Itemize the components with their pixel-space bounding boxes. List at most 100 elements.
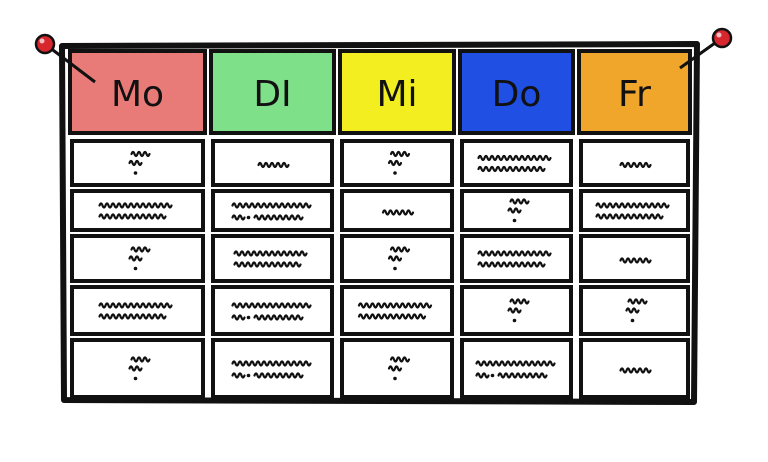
schedule-cell[interactable] <box>460 189 573 232</box>
cell-box <box>460 234 573 283</box>
scribble-line <box>231 302 312 309</box>
scribble-line <box>509 298 530 305</box>
scribble-line <box>389 246 411 253</box>
scribble-line <box>387 159 403 167</box>
scribble-dot <box>133 171 138 175</box>
scribble-line <box>509 198 530 205</box>
day-header-fill <box>338 49 456 135</box>
schedule-cell[interactable] <box>340 285 454 336</box>
schedule-cell[interactable] <box>340 234 454 283</box>
cell-box <box>211 285 334 336</box>
scribble-line <box>231 372 246 379</box>
cell-box <box>460 189 573 232</box>
scribble-line <box>98 202 173 209</box>
cell-box <box>211 338 334 399</box>
schedule-cell[interactable] <box>70 139 205 187</box>
schedule-cell[interactable] <box>70 234 205 283</box>
scribble-line <box>595 202 670 209</box>
cell-box <box>70 285 205 336</box>
scribble-line <box>253 214 304 221</box>
scribble-line <box>625 307 640 314</box>
scribble-line <box>231 214 246 221</box>
pushpin-icon <box>679 27 733 70</box>
scribble-dot <box>246 215 251 220</box>
cell-box <box>340 338 454 399</box>
schedule-cell[interactable] <box>579 285 690 336</box>
cell-box <box>340 189 454 232</box>
scribble-line <box>130 246 151 253</box>
schedule-cell[interactable] <box>211 285 334 336</box>
schedule-cell[interactable] <box>460 234 573 283</box>
scribble-line <box>387 365 403 372</box>
scribble-line <box>128 159 143 167</box>
scribble-dot <box>393 171 397 175</box>
scribble-line <box>253 372 304 379</box>
schedule-cell[interactable] <box>460 139 573 187</box>
scribble-line <box>389 356 411 363</box>
schedule-cell[interactable] <box>579 139 690 187</box>
schedule-cell[interactable] <box>579 189 690 232</box>
cell-box <box>70 189 205 232</box>
scribble-line <box>130 150 151 158</box>
scribble-line <box>619 367 652 374</box>
schedule-cell[interactable] <box>70 189 205 232</box>
scribble-line <box>497 372 548 379</box>
cell-box <box>70 234 205 283</box>
scribble-dot <box>133 376 138 381</box>
day-label: Do <box>492 74 542 115</box>
schedule-cell[interactable] <box>211 189 334 232</box>
schedule-cell[interactable] <box>579 338 690 399</box>
scribble-line <box>98 313 167 320</box>
day-header-mo: Mo <box>68 49 207 135</box>
scribble-dot <box>393 376 397 381</box>
day-header-fill <box>577 49 692 135</box>
day-label: Mo <box>111 74 164 115</box>
scribble-line <box>627 298 648 305</box>
scribble-dot <box>512 318 517 323</box>
scribble-line <box>357 313 427 320</box>
cell-box <box>70 338 205 399</box>
scribble-line <box>507 207 522 214</box>
schedule-cell[interactable] <box>211 338 334 399</box>
scribble-dot <box>512 218 517 223</box>
schedule-cell[interactable] <box>211 234 334 283</box>
scribble-line <box>231 360 312 367</box>
cell-box <box>460 338 573 399</box>
schedule-cell[interactable] <box>579 234 690 283</box>
scribble-line <box>389 150 411 158</box>
scribble-line <box>477 165 546 173</box>
schedule-cell[interactable] <box>70 338 205 399</box>
scribble-dot <box>246 315 251 320</box>
cell-box <box>579 189 690 232</box>
scribble-line <box>128 255 143 262</box>
schedule-cell[interactable] <box>340 189 454 232</box>
day-header-fill <box>458 49 575 135</box>
schedule-cell[interactable] <box>340 139 454 187</box>
scribble-line <box>231 202 312 209</box>
scribble-line <box>128 365 143 372</box>
scribble-line <box>233 261 302 268</box>
schedule-cell[interactable] <box>70 285 205 336</box>
pushpin-icon <box>34 33 96 84</box>
scribble-line <box>130 356 151 363</box>
scribble-line <box>253 314 304 321</box>
scribble-line <box>475 360 556 367</box>
scribble-line <box>477 261 546 268</box>
schedule-cell[interactable] <box>340 338 454 399</box>
day-header-mi: Mi <box>338 49 456 135</box>
scribble-line <box>595 213 664 220</box>
scribble-line <box>257 161 290 169</box>
schedule-cell[interactable] <box>460 338 573 399</box>
scribble-line <box>357 302 433 309</box>
schedule-cell[interactable] <box>460 285 573 336</box>
scribble-line <box>477 154 552 162</box>
scribble-line <box>233 250 308 257</box>
scribble-line <box>98 302 173 309</box>
schedule-cell[interactable] <box>211 139 334 187</box>
scribble-line <box>231 314 246 321</box>
cell-box <box>579 234 690 283</box>
day-header-fill <box>68 49 207 135</box>
day-header-di: DI <box>209 49 336 135</box>
scribble-line <box>619 161 652 169</box>
